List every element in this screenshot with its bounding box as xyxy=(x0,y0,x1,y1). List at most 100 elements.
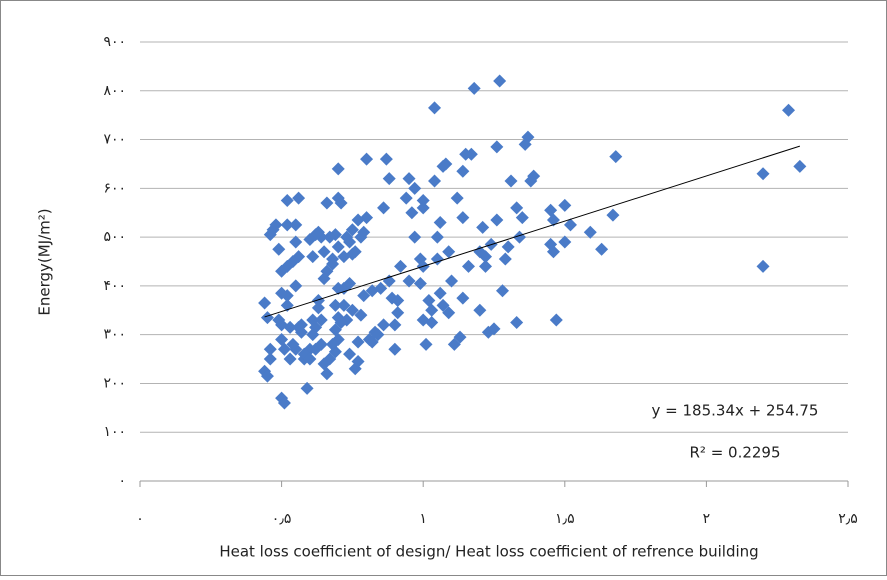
point xyxy=(331,281,345,295)
point xyxy=(558,198,572,212)
point xyxy=(311,301,325,315)
x-axis-label: Heat loss coefficient of design/ Heat lo… xyxy=(219,543,758,561)
point xyxy=(450,191,464,205)
point xyxy=(328,298,342,312)
point xyxy=(275,264,289,278)
point xyxy=(360,152,374,166)
point xyxy=(348,245,362,259)
y-tick-label: ۱۰۰ xyxy=(103,424,126,440)
trend-equation: y = 185.34x + 254.75 xyxy=(652,402,819,420)
point xyxy=(498,252,512,266)
point xyxy=(382,172,396,186)
point xyxy=(782,103,796,117)
x-tick-label: ۲ xyxy=(703,511,711,527)
point xyxy=(442,306,456,320)
point xyxy=(445,274,459,288)
point xyxy=(583,225,597,239)
y-tick-label: ۴۰۰ xyxy=(103,278,126,294)
r-squared: R² = 0.2295 xyxy=(689,444,780,462)
point xyxy=(351,335,365,349)
point xyxy=(416,194,430,208)
point xyxy=(422,294,436,308)
y-tick-label: ۶۰۰ xyxy=(103,180,126,196)
point xyxy=(413,276,427,290)
point xyxy=(260,311,274,325)
point xyxy=(337,298,351,312)
point xyxy=(428,101,442,115)
point xyxy=(286,337,300,351)
point xyxy=(487,322,501,336)
point xyxy=(456,211,470,225)
point xyxy=(459,147,473,161)
point xyxy=(317,245,331,259)
point xyxy=(504,174,518,188)
point xyxy=(510,201,524,215)
point xyxy=(433,286,447,300)
y-axis-label: Energy(MJ/m²) xyxy=(36,208,54,315)
point xyxy=(317,357,331,371)
point xyxy=(326,337,340,351)
point xyxy=(263,342,277,356)
point xyxy=(343,347,357,361)
point xyxy=(340,230,354,244)
point xyxy=(280,194,294,208)
point xyxy=(456,164,470,178)
point xyxy=(495,284,509,298)
y-tick-label: ۵۰۰ xyxy=(103,229,126,245)
point xyxy=(609,150,623,164)
point xyxy=(439,157,453,171)
point xyxy=(527,169,541,183)
y-tick-label: ۲۰۰ xyxy=(103,375,126,391)
point xyxy=(544,203,558,217)
point xyxy=(323,230,337,244)
point xyxy=(379,152,393,166)
point xyxy=(289,235,303,249)
point xyxy=(476,220,490,234)
point xyxy=(337,250,351,264)
point xyxy=(510,315,524,329)
point xyxy=(402,274,416,288)
point xyxy=(303,352,317,366)
point xyxy=(292,191,306,205)
point xyxy=(314,337,328,351)
point xyxy=(490,213,504,227)
point xyxy=(266,223,280,237)
point xyxy=(391,294,405,308)
point xyxy=(467,81,481,95)
point xyxy=(283,352,297,366)
point xyxy=(351,354,365,368)
point xyxy=(756,259,770,273)
y-tick-label: ۳۰۰ xyxy=(103,327,126,343)
point xyxy=(518,137,532,151)
point xyxy=(263,352,277,366)
y-tick-label: ۸۰۰ xyxy=(103,83,126,99)
point xyxy=(456,291,470,305)
point xyxy=(311,225,325,239)
point xyxy=(354,308,368,322)
point xyxy=(462,259,476,273)
point xyxy=(419,337,433,351)
point xyxy=(306,328,320,342)
x-tick-label: ۰٫۵ xyxy=(272,511,292,527)
point xyxy=(345,303,359,317)
point xyxy=(272,242,286,256)
point xyxy=(515,211,529,225)
point xyxy=(447,337,461,351)
x-tick-label: ۱٫۵ xyxy=(555,511,575,527)
point xyxy=(408,181,422,195)
point xyxy=(377,318,391,332)
point xyxy=(416,313,430,327)
point xyxy=(756,167,770,181)
point xyxy=(275,333,289,347)
point xyxy=(405,206,419,220)
point xyxy=(300,381,314,395)
point xyxy=(343,276,357,290)
point xyxy=(391,306,405,320)
point xyxy=(493,74,507,88)
point xyxy=(289,218,303,232)
point xyxy=(595,242,609,256)
x-tick-label: ۰ xyxy=(136,511,144,527)
point xyxy=(365,284,379,298)
point xyxy=(793,159,807,173)
point xyxy=(331,240,345,254)
